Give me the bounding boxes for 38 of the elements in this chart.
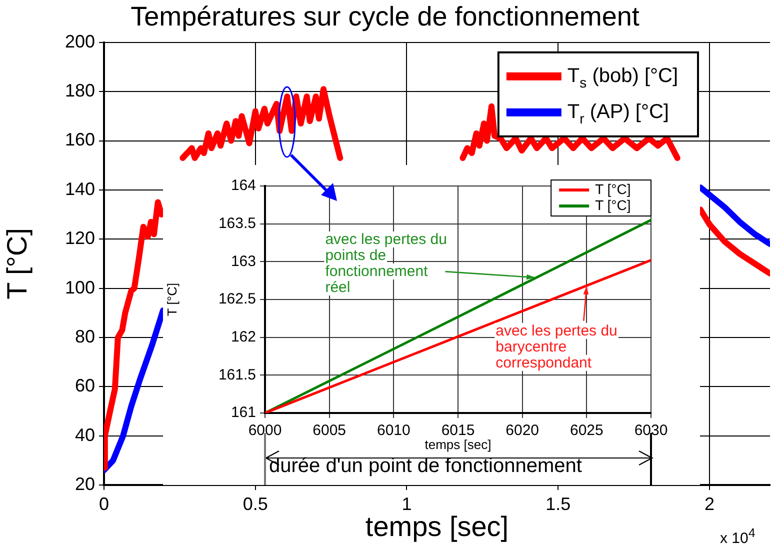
x-tick-label: 0.5	[242, 494, 268, 514]
legend-label: T [°C]	[595, 180, 631, 197]
y-tick-label: 120	[64, 228, 95, 248]
x-axis-title: temps [sec]	[424, 436, 492, 452]
y-tick-label: 163	[230, 252, 256, 270]
y-axis-title: T [°C]	[2, 228, 33, 300]
x-tick-label: 6010	[376, 422, 410, 440]
y-tick-label: 164	[230, 177, 256, 194]
x-tick-label: 6005	[312, 422, 346, 440]
y-tick-label: 60	[74, 376, 95, 396]
y-axis-title: T [°C]	[164, 282, 180, 316]
x-tick-label: 6025	[570, 422, 604, 440]
x-tick-label: 0	[98, 494, 110, 514]
chart-title: Températures sur cycle de fonctionnement	[130, 2, 640, 32]
x-tick-label: 6020	[506, 422, 540, 440]
text: x 10$^{4}$	[720, 526, 756, 547]
y-tick-label: 162.5	[218, 290, 256, 308]
y-tick-label: 200	[64, 31, 95, 52]
y-tick-label: 80	[74, 326, 95, 346]
x-tick-label: 6015	[441, 422, 475, 440]
y-tick-label: 163.5	[218, 214, 256, 232]
y-tick-label: 20	[74, 474, 95, 494]
y-tick-label: 160	[64, 130, 95, 150]
legend-label: T [°C]	[595, 196, 631, 213]
annotation: avec les pertes du points de fonctionnement réel	[325, 231, 447, 296]
annotation: avec les pertes du barycentre correspondant	[496, 322, 618, 372]
y-tick-label: 40	[74, 424, 95, 445]
y-tick-label: 100	[64, 277, 95, 298]
y-tick-label: 162	[230, 328, 256, 346]
annotation: durée d'un point de fonctionnement	[269, 455, 582, 478]
x-tick-label: 6030	[634, 422, 668, 440]
x-tick-label: 1.5	[546, 494, 571, 514]
x-tick-label: 2	[704, 494, 714, 514]
y-tick-label: 161.5	[218, 366, 256, 384]
y-tick-label: 161	[230, 404, 256, 422]
y-tick-label: 140	[64, 178, 95, 199]
x-tick-label: 6000	[248, 422, 282, 440]
y-tick-label: 180	[64, 80, 95, 101]
